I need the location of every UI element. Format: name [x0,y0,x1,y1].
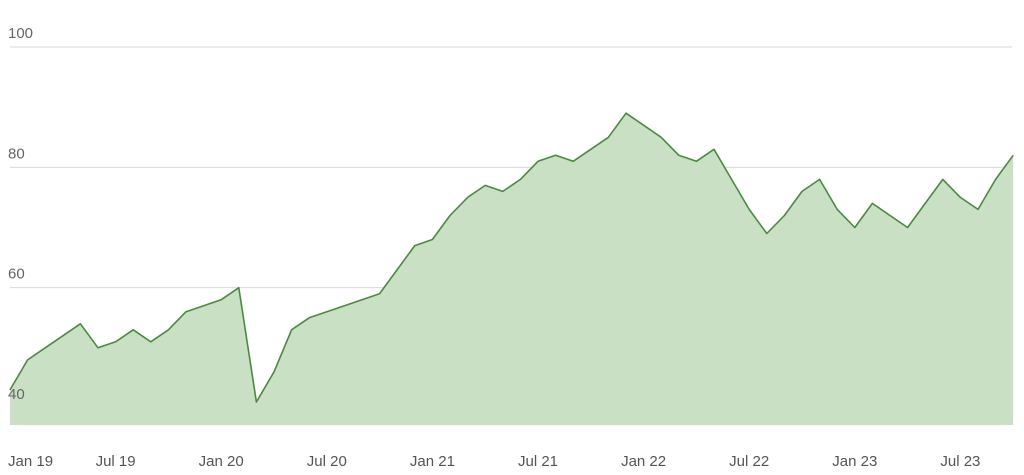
y-tick-label-60: 60 [8,266,25,283]
x-axis-ticks: Jan 19 Jul 19 Jan 20 Jul 20 Jan 21 Jul 21 Jan … [8,453,980,470]
x-tick-label-2023-07: Jul 23 [940,453,980,470]
x-tick-label-2021-01: Jan 21 [410,453,455,470]
x-tick-label-2022-01: Jan 22 [621,453,666,470]
x-tick-label-2020-07: Jul 20 [307,453,347,470]
y-tick-label-40: 40 [8,386,25,403]
plot-area [9,112,1014,425]
x-tick-label-2020-01: Jan 20 [199,453,244,470]
x-tick-label-2019-01: Jan 19 [8,453,53,470]
y-tick-label-80: 80 [8,145,25,162]
y-axis-ticks: 40 60 80 100 [8,25,33,403]
series-line [9,112,1014,403]
area-fill [10,113,1014,425]
x-tick-label-2019-07: Jul 19 [96,453,136,470]
x-tick-label-2022-07: Jul 22 [729,453,769,470]
y-tick-label-100: 100 [8,25,33,42]
x-tick-label-2021-07: Jul 21 [518,453,558,470]
x-tick-label-2023-01: Jan 23 [832,453,877,470]
